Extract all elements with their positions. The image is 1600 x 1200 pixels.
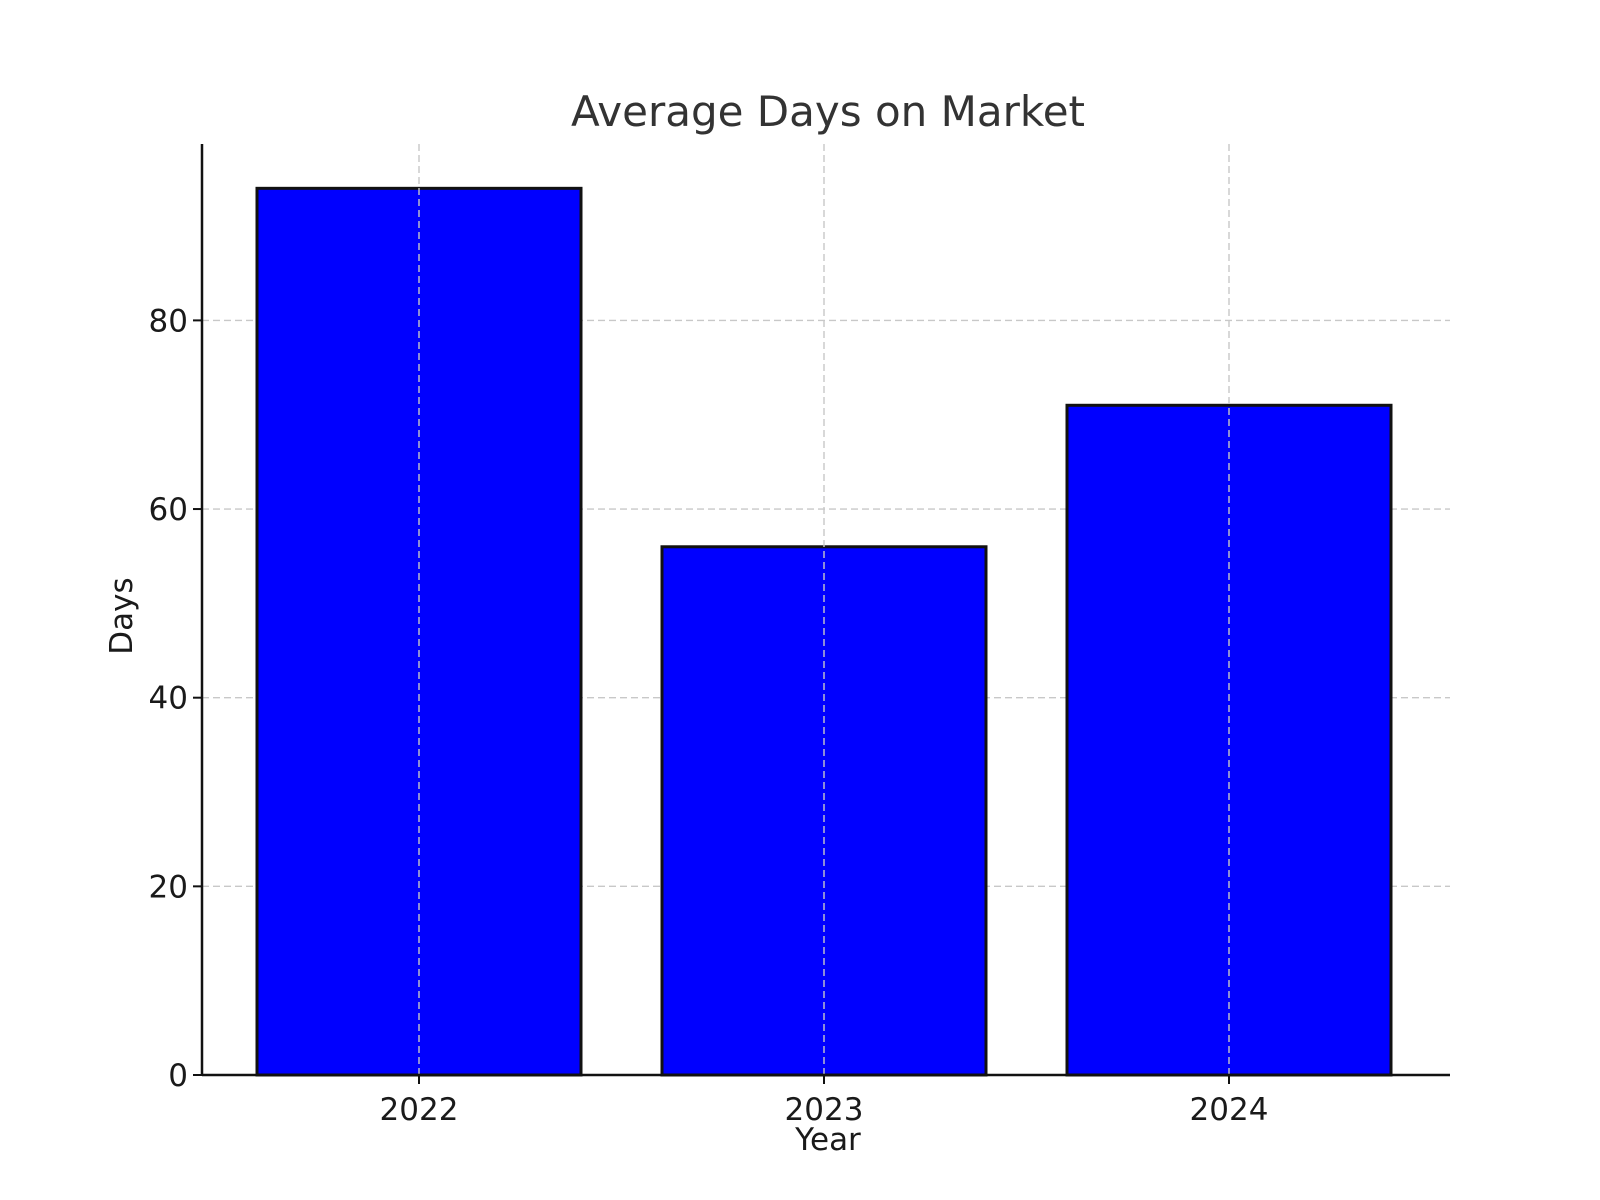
- y-tick-label: 60: [149, 492, 188, 528]
- x-tick-label: 2023: [785, 1092, 864, 1128]
- y-tick-label: 40: [149, 681, 188, 717]
- x-tick-label: 2024: [1190, 1092, 1269, 1128]
- x-tick-label: 2022: [380, 1092, 459, 1128]
- y-tick-label: 0: [168, 1058, 188, 1094]
- y-tick-label: 80: [149, 303, 188, 339]
- axis-layer: [200, 144, 1450, 1077]
- vertical-grid-layer: [418, 144, 1230, 1075]
- tick-layer: 0 20 40 60 80 2022 2023 2024: [149, 303, 1269, 1128]
- x-axis-label: Year: [794, 1122, 861, 1158]
- chart-title: Average Days on Market: [571, 87, 1085, 136]
- y-tick-label: 20: [149, 869, 188, 905]
- y-axis-label: Days: [104, 577, 140, 654]
